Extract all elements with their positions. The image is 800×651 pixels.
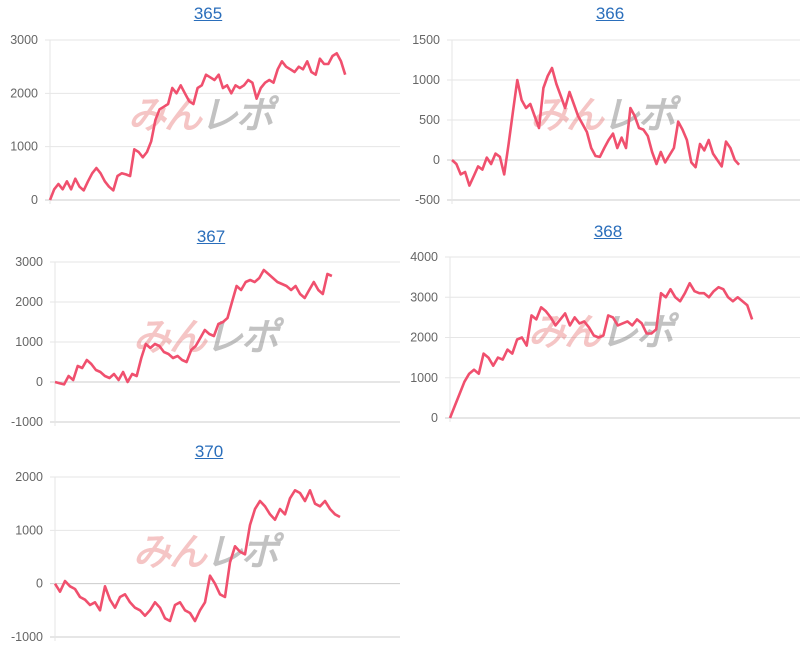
y-tick-label: 1000 bbox=[15, 523, 43, 537]
y-tick-label: 2000 bbox=[15, 470, 43, 484]
watermark-logo: みんレポ bbox=[133, 315, 279, 359]
series-line bbox=[48, 51, 347, 201]
y-tick-label: -1000 bbox=[11, 630, 43, 644]
y-tick-label: 3000 bbox=[10, 33, 38, 47]
y-tick-label: 1000 bbox=[412, 73, 440, 87]
watermark-logo: みんレポ bbox=[528, 310, 674, 354]
watermark-logo: みんレポ bbox=[133, 530, 279, 574]
chart-title-link[interactable]: 365 bbox=[193, 4, 223, 23]
y-tick-label: 4000 bbox=[410, 250, 438, 264]
series-line bbox=[53, 488, 341, 623]
series-line bbox=[54, 268, 333, 386]
chart-title-link[interactable]: 367 bbox=[196, 227, 226, 246]
y-tick-label: 2000 bbox=[15, 295, 43, 309]
y-tick-label: 2000 bbox=[410, 331, 438, 345]
y-tick-label: 1500 bbox=[412, 33, 440, 47]
y-tick-label: 0 bbox=[36, 577, 43, 591]
y-tick-label: 500 bbox=[419, 113, 440, 127]
watermark-logo: みんレポ bbox=[128, 93, 274, 137]
y-tick-label: 1000 bbox=[10, 140, 38, 154]
y-tick-label: 3000 bbox=[15, 255, 43, 269]
y-tick-label: 0 bbox=[433, 153, 440, 167]
y-tick-label: 0 bbox=[431, 411, 438, 425]
chart-title-link[interactable]: 368 bbox=[593, 222, 623, 241]
series-line bbox=[451, 66, 741, 187]
chart-title-link[interactable]: 366 bbox=[595, 4, 625, 23]
series-line bbox=[448, 281, 754, 419]
y-tick-label: 0 bbox=[31, 193, 38, 207]
chart-title-link[interactable]: 370 bbox=[194, 442, 224, 461]
y-tick-label: -1000 bbox=[11, 415, 43, 429]
y-tick-label: 2000 bbox=[10, 86, 38, 100]
y-tick-label: 1000 bbox=[410, 371, 438, 385]
y-tick-label: 1000 bbox=[15, 335, 43, 349]
y-tick-label: 0 bbox=[36, 375, 43, 389]
y-tick-label: -500 bbox=[415, 193, 440, 207]
watermark-logo: みんレポ bbox=[530, 93, 676, 137]
y-tick-label: 3000 bbox=[410, 290, 438, 304]
